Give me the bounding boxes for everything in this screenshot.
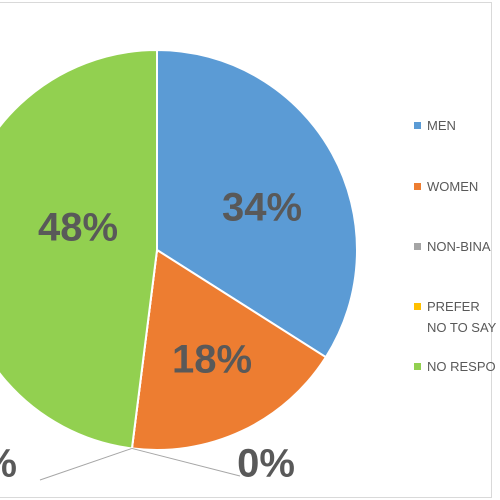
legend-item: PREFER NO TO SAY — [414, 296, 500, 338]
legend-swatch — [414, 183, 421, 190]
legend-item: NON-BINA — [414, 236, 500, 257]
pie-slice — [156, 48, 358, 359]
leader-line — [131, 447, 241, 477]
legend-label: MEN — [427, 118, 456, 133]
chart-frame — [0, 2, 492, 498]
leader-line — [39, 447, 133, 481]
legend-swatch — [414, 363, 421, 370]
legend-label: PREFER NO TO SAY — [427, 299, 497, 335]
legend-label: NON-BINA — [427, 239, 491, 254]
pie-slice — [130, 248, 328, 451]
legend-label: NO RESPO — [427, 359, 496, 374]
data-label: 48% — [38, 206, 118, 250]
legend-item: WOMEN — [414, 176, 500, 197]
data-label: 18% — [172, 338, 252, 382]
legend-item: MEN — [414, 115, 500, 136]
data-label: 0% — [237, 442, 295, 486]
legend-swatch — [414, 122, 421, 129]
data-label: 34% — [222, 186, 302, 230]
legend-label: WOMEN — [427, 179, 479, 194]
data-label: 0% — [0, 442, 17, 486]
pie-slice — [0, 48, 158, 450]
legend-swatch — [414, 303, 421, 310]
legend-swatch — [414, 243, 421, 250]
legend-item: NO RESPO — [414, 356, 500, 377]
